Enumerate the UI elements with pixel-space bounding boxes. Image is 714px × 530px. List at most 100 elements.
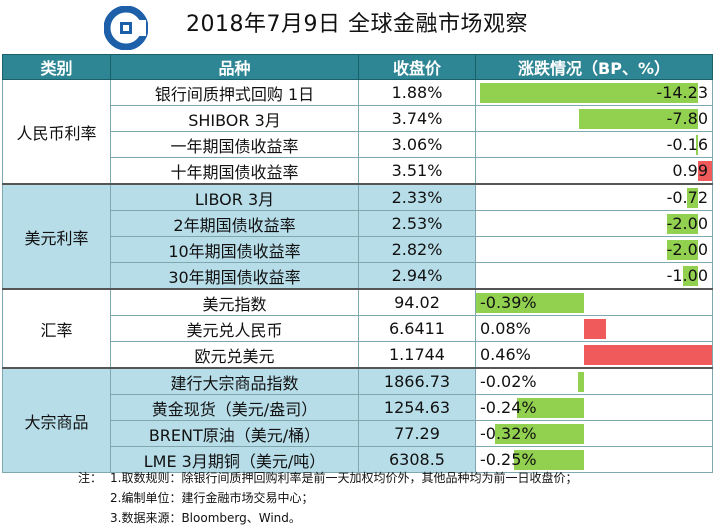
change-bar	[578, 109, 698, 129]
change-cell: -14.23	[475, 79, 713, 106]
instrument-name: 2年期国债收益率	[110, 210, 359, 237]
close-value: 2.53%	[358, 210, 476, 237]
table-row: 美元利率 LIBOR 3月 2.33% -0.72	[2, 183, 713, 290]
category-cell: 人民币利率	[2, 79, 111, 185]
table-row: 2年期国债收益率 2.53% -2.00	[3, 210, 713, 237]
change-cell: -0.25%	[475, 446, 713, 473]
change-cell: -1.00	[475, 262, 713, 290]
change-cell: -0.24%	[475, 394, 713, 421]
instrument-name: 建行大宗商品指数	[110, 367, 359, 395]
market-table: 类别 品种 收盘价 涨跌情况（BP、%） 人民币利率 银行间质押式回购 1日 1.8…	[2, 54, 713, 473]
table-row: 美元兑人民币 6.6411 0.08%	[3, 315, 713, 342]
footnote-text: 3.数据来源：Bloomberg、Wind。	[110, 511, 301, 525]
close-value: 94.02	[358, 288, 476, 316]
change-cell: -0.16	[475, 131, 713, 158]
footnote: 注： 1.取数规则：除银行间质押回购利率是前一天加权均价外，其他品种均为前一日收…	[78, 468, 577, 488]
change-cell: -2.00	[475, 236, 713, 263]
table-row: 欧元兑美元 1.1744 0.46%	[3, 341, 713, 369]
change-cell: -0.32%	[475, 420, 713, 447]
change-bar	[695, 135, 698, 155]
table-row: 30年期国债收益率 2.94% -1.00	[3, 262, 713, 290]
close-value: 2.33%	[358, 183, 476, 211]
change-label: 0.46%	[480, 345, 531, 364]
change-label: -0.02%	[480, 372, 537, 391]
column-header-name: 品种	[110, 54, 359, 80]
close-value: 1.88%	[358, 79, 476, 106]
close-value: 2.94%	[358, 262, 476, 290]
instrument-name: SHIBOR 3月	[110, 105, 359, 132]
change-bar	[686, 188, 698, 208]
close-value: 77.29	[358, 420, 476, 447]
footnote: 3.数据来源：Bloomberg、Wind。	[78, 508, 577, 528]
change-label: -0.72	[666, 188, 708, 207]
change-bar	[698, 161, 712, 181]
change-cell: 0.46%	[475, 341, 713, 369]
table-row: 大宗商品 建行大宗商品指数 1866.73 -0.02%	[2, 367, 713, 473]
close-value: 1.1744	[358, 341, 476, 369]
table-row: BRENT原油（美元/桶） 77.29 -0.32%	[3, 420, 713, 447]
change-bar	[578, 372, 584, 392]
change-bar	[667, 240, 698, 260]
change-label: -0.39%	[480, 293, 537, 312]
close-value: 1866.73	[358, 367, 476, 395]
change-cell: -2.00	[475, 210, 713, 237]
change-bar	[667, 214, 698, 234]
table-body: 人民币利率 银行间质押式回购 1日 1.88% -14.23 SHIBOR 3月 3.74…	[2, 79, 713, 473]
table-row: LME 3月期铜（美元/吨） 6308.5 -0.25%	[3, 446, 713, 473]
page-title: 2018年7月9日 全球金融市场观察	[186, 12, 528, 37]
column-header-change: 涨跌情况（BP、%）	[475, 54, 713, 80]
change-bar	[584, 345, 712, 365]
footnote-text: 1.取数规则：除银行间质押回购利率是前一天加权均价外，其他品种均为前一日收盘价；	[110, 471, 578, 485]
instrument-name: 一年期国债收益率	[110, 131, 359, 158]
column-header-category: 类别	[2, 54, 111, 80]
change-bar	[476, 293, 584, 313]
change-cell: -0.39%	[475, 288, 713, 316]
table-row: 黄金现货（美元/盎司） 1254.63 -0.24%	[3, 394, 713, 421]
change-label: 0.99	[672, 161, 708, 180]
category-cell: 汇率	[2, 288, 111, 369]
close-value: 6308.5	[358, 446, 476, 473]
footnote: 2.编制单位：建行金融市场交易中心；	[78, 488, 577, 508]
change-label: -0.24%	[480, 398, 537, 417]
instrument-name: LIBOR 3月	[110, 183, 359, 211]
change-label: -0.16	[666, 135, 708, 154]
footnote-prefix: 注：	[78, 471, 103, 485]
change-bar	[682, 266, 698, 286]
instrument-name: 黄金现货（美元/盎司）	[110, 394, 359, 421]
change-cell: 0.99	[475, 157, 713, 185]
close-value: 3.06%	[358, 131, 476, 158]
instrument-name: 30年期国债收益率	[110, 262, 359, 290]
close-value: 3.51%	[358, 157, 476, 185]
footnote-prefix	[78, 508, 110, 528]
close-value: 3.74%	[358, 105, 476, 132]
change-cell: -7.80	[475, 105, 713, 132]
change-cell: -0.02%	[475, 367, 713, 395]
instrument-name: LME 3月期铜（美元/吨）	[110, 446, 359, 473]
category-cell: 大宗商品	[2, 367, 111, 473]
instrument-name: 十年期国债收益率	[110, 157, 359, 185]
change-bar	[517, 398, 584, 418]
category-cell: 美元利率	[2, 183, 111, 290]
change-label: 0.08%	[480, 319, 531, 338]
change-cell: -0.72	[475, 183, 713, 211]
footnote-prefix	[78, 488, 110, 508]
change-cell: 0.08%	[475, 315, 713, 342]
change-bar	[480, 83, 698, 103]
instrument-name: 欧元兑美元	[110, 341, 359, 369]
change-bar	[494, 424, 584, 444]
change-label: -14.23	[656, 83, 708, 102]
table-row: 人民币利率 银行间质押式回购 1日 1.88% -14.23	[2, 79, 713, 185]
change-label: -1.00	[666, 266, 708, 285]
change-bar	[514, 450, 584, 470]
footnote-text: 2.编制单位：建行金融市场交易中心；	[110, 491, 314, 505]
column-header-close: 收盘价	[358, 54, 476, 80]
table-row: 汇率 美元指数 94.02 -0.39%	[2, 288, 713, 369]
change-label: -2.00	[666, 240, 708, 259]
footnotes: 注： 1.取数规则：除银行间质押回购利率是前一天加权均价外，其他品种均为前一日收…	[78, 468, 577, 528]
close-value: 6.6411	[358, 315, 476, 342]
change-label: -0.32%	[480, 424, 537, 443]
instrument-name: 美元指数	[110, 288, 359, 316]
report-header: 2018年7月9日 全球金融市场观察	[0, 0, 714, 52]
table-row: SHIBOR 3月 3.74% -7.80	[3, 105, 713, 132]
change-label: -7.80	[666, 109, 708, 128]
